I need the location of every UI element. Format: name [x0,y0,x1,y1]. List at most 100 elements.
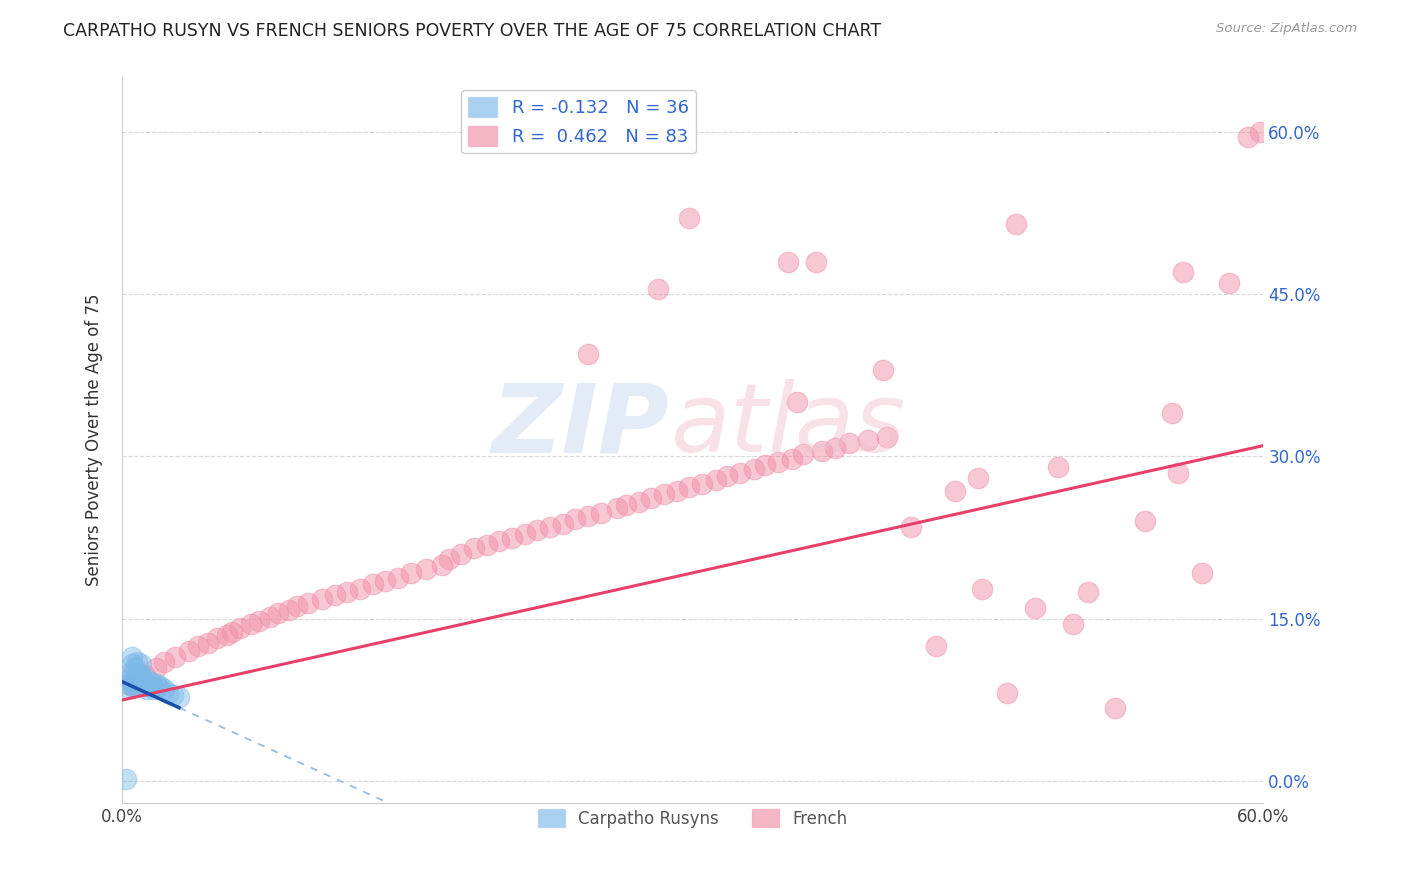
Point [780,451,803,466]
Point [430,558,453,572]
Legend: Carpatho Rusyns, French: Carpatho Rusyns, French [531,803,853,835]
Point [285,599,308,613]
Point [132,673,155,688]
Point [149,679,172,693]
Point [127,665,149,680]
Point [806,254,828,268]
Point [399,566,422,581]
Point [127,655,149,669]
Text: ZIP: ZIP [492,379,669,472]
Point [576,346,599,360]
Point [647,282,669,296]
Point [1249,125,1271,139]
Point [824,441,846,455]
Point [162,688,184,702]
Point [205,632,228,646]
Point [742,462,765,476]
Point [129,657,152,672]
Point [145,660,167,674]
Point [297,596,319,610]
Point [118,672,141,686]
Point [121,668,143,682]
Point [704,473,727,487]
Point [1005,217,1028,231]
Point [267,607,290,621]
Point [876,430,898,444]
Point [463,541,485,556]
Text: CARPATHO RUSYN VS FRENCH SENIORS POVERTY OVER THE AGE OF 75 CORRELATION CHART: CARPATHO RUSYN VS FRENCH SENIORS POVERTY… [63,22,882,40]
Point [728,466,751,480]
Point [1046,460,1069,475]
Point [115,682,138,697]
Point [526,523,548,537]
Point [118,665,141,680]
Point [129,674,152,689]
Point [128,679,150,693]
Point [792,447,814,461]
Point [165,649,187,664]
Point [221,624,243,639]
Point [838,436,860,450]
Point [678,480,700,494]
Point [538,520,561,534]
Point [515,527,537,541]
Text: atlas: atlas [669,379,905,472]
Point [576,508,599,523]
Point [606,501,628,516]
Point [374,574,396,588]
Point [1237,130,1260,145]
Point [134,672,156,686]
Point [754,458,776,472]
Point [925,639,948,653]
Point [628,495,651,509]
Point [501,531,523,545]
Point [591,506,613,520]
Point [141,679,163,693]
Point [361,577,384,591]
Point [138,679,160,693]
Point [872,363,894,377]
Point [259,609,281,624]
Point [134,668,156,682]
Point [121,657,143,672]
Text: Source: ZipAtlas.com: Source: ZipAtlas.com [1216,22,1357,36]
Point [117,677,139,691]
Point [335,584,357,599]
Point [1104,700,1126,714]
Point [124,679,146,693]
Point [115,772,138,786]
Point [1077,584,1099,599]
Point [128,672,150,686]
Point [970,582,993,596]
Point [134,679,156,693]
Point [776,254,799,268]
Point [1135,515,1157,529]
Point [690,476,713,491]
Point [967,471,990,485]
Point [153,655,176,669]
Point [666,484,689,499]
Point [1173,265,1195,279]
Point [177,644,200,658]
Point [323,588,346,602]
Point [477,538,499,552]
Point [167,690,190,704]
Point [1024,601,1046,615]
Point [129,668,152,682]
Point [553,516,575,531]
Point [145,677,167,691]
Point [247,614,270,628]
Point [229,621,252,635]
Point [135,677,157,691]
Point [124,672,146,686]
Point [135,682,157,697]
Point [311,592,333,607]
Point [564,512,586,526]
Point [197,636,219,650]
Point [122,674,145,689]
Point [143,682,166,697]
Point [768,455,790,469]
Point [943,484,966,499]
Point [856,433,879,447]
Point [786,395,808,409]
